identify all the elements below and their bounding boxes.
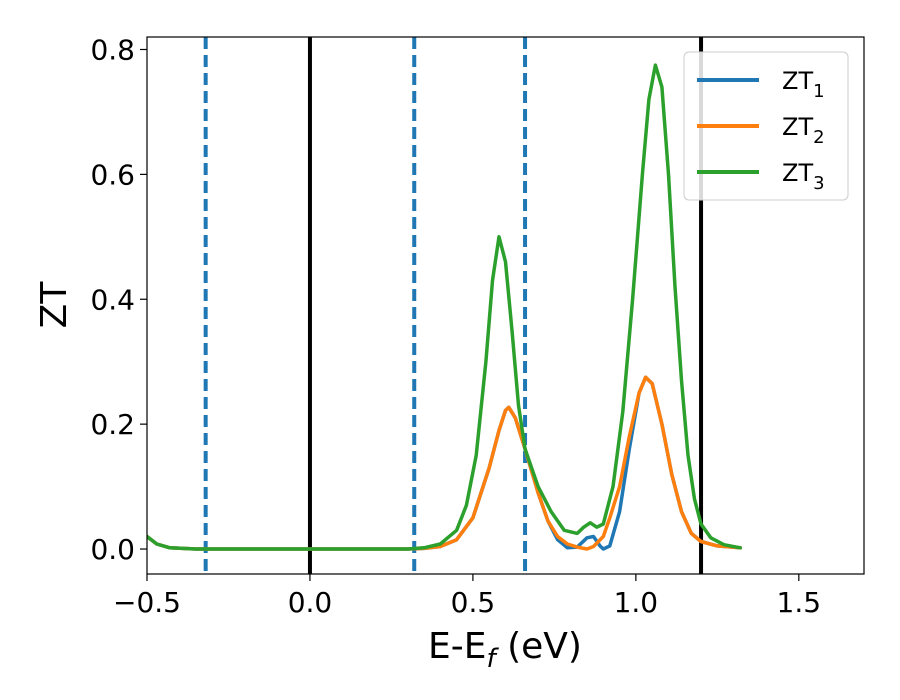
x-tick-label: 0.0 (288, 586, 333, 619)
reference-lines (203, 37, 704, 574)
y-axis-label: ZT (34, 281, 75, 329)
legend-box (683, 51, 849, 201)
x-tick-label: −0.5 (113, 586, 181, 619)
y-tick-label: 0.6 (90, 158, 135, 191)
legend-label-zt1: ZT1 (782, 67, 825, 102)
series-layer (147, 63, 742, 551)
x-axis: −0.5 0.0 0.5 1.0 1.5 (113, 574, 821, 619)
x-axis-label: E-Ef (eV) (428, 626, 582, 674)
plot-frame (146, 36, 865, 575)
y-tick-label: 0.0 (90, 533, 135, 566)
y-tick-label: 0.2 (90, 408, 135, 441)
series-line-zt3 (147, 63, 742, 551)
series-line-zt1 (147, 375, 742, 551)
x-tick-label: 1.5 (777, 586, 822, 619)
y-tick-label: 0.8 (90, 33, 135, 66)
legend: ZT1 ZT2 ZT3 (683, 51, 849, 201)
legend-label-zt2: ZT2 (782, 113, 825, 148)
legend-label-zt3: ZT3 (782, 159, 825, 194)
y-axis: 0.0 0.2 0.4 0.6 0.8 (90, 33, 147, 566)
series-line-zt2 (147, 375, 742, 551)
x-tick-label: 1.0 (614, 586, 659, 619)
y-tick-label: 0.4 (90, 283, 135, 316)
x-tick-label: 0.5 (451, 586, 496, 619)
